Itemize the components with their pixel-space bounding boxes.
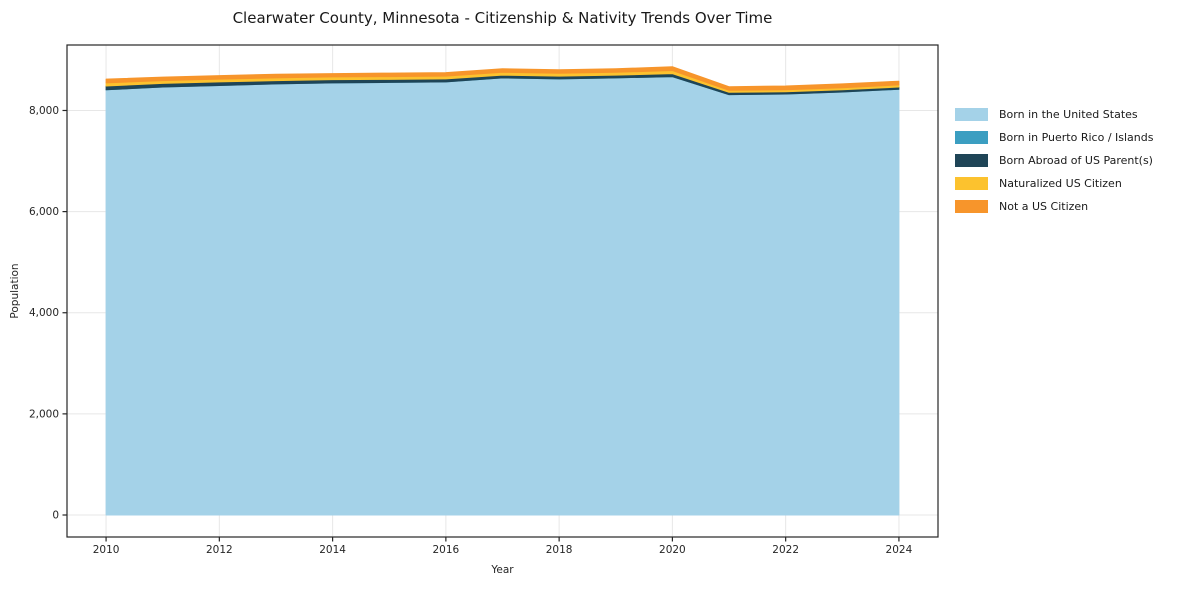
y-tick-label: 0 (52, 510, 59, 522)
legend-item: Naturalized US Citizen (955, 172, 1189, 195)
legend-item: Born in Puerto Rico / Islands (955, 126, 1189, 149)
legend-label: Not a US Citizen (999, 200, 1089, 213)
legend: Born in the United States Born in Puerto … (955, 103, 1189, 218)
y-tick-label: 8,000 (29, 105, 59, 117)
y-axis-label: Population (9, 263, 21, 319)
legend-item: Not a US Citizen (955, 195, 1189, 218)
chart-title: Clearwater County, Minnesota - Citizensh… (232, 9, 773, 27)
x-tick-label: 2016 (433, 544, 460, 556)
legend-swatch-icon (955, 200, 988, 213)
legend-swatch-icon (955, 177, 988, 190)
legend-swatch-icon (955, 108, 988, 121)
x-tick-label: 2014 (319, 544, 346, 556)
x-tick-label: 2024 (886, 544, 913, 556)
y-tick-label: 2,000 (29, 408, 59, 420)
legend-swatch-icon (955, 131, 988, 144)
x-tick-label: 2010 (93, 544, 120, 556)
legend-label: Born in Puerto Rico / Islands (999, 131, 1154, 144)
x-tick-label: 2012 (206, 544, 233, 556)
x-axis-label: Year (491, 564, 514, 576)
legend-label: Born Abroad of US Parent(s) (999, 154, 1153, 167)
legend-label: Born in the United States (999, 108, 1138, 121)
y-tick-label: 4,000 (29, 307, 59, 319)
x-tick-label: 2022 (772, 544, 799, 556)
y-tick-label: 6,000 (29, 206, 59, 218)
legend-label: Naturalized US Citizen (999, 177, 1122, 190)
x-tick-label: 2020 (659, 544, 686, 556)
legend-item: Born in the United States (955, 103, 1189, 126)
legend-swatch-icon (955, 154, 988, 167)
x-tick-label: 2018 (546, 544, 573, 556)
legend-item: Born Abroad of US Parent(s) (955, 149, 1189, 172)
plot-border (66, 44, 939, 538)
area-series-4 (105, 66, 900, 91)
area-series-0 (105, 76, 900, 516)
